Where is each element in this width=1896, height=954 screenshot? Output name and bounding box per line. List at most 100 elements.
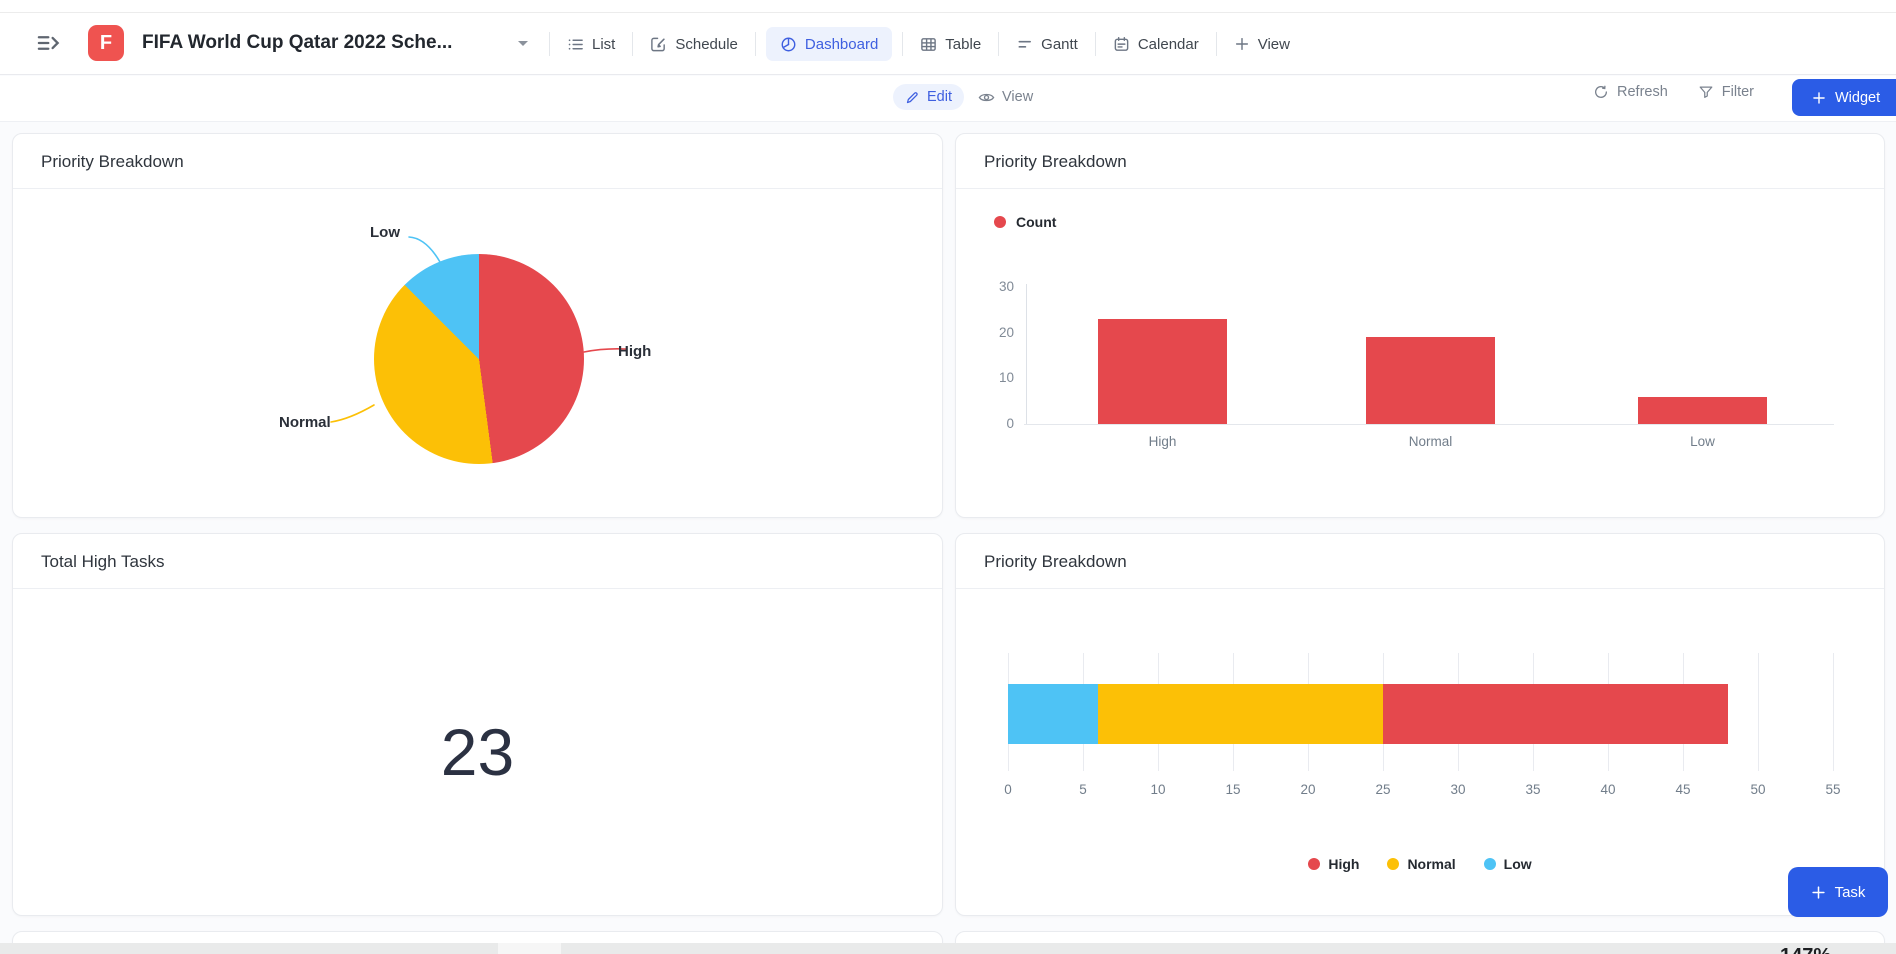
tab-add-view-label: View bbox=[1257, 35, 1290, 53]
stacked-segment-high[interactable] bbox=[1383, 684, 1728, 744]
x-axis-tick-label: 20 bbox=[1300, 782, 1316, 797]
x-axis-line bbox=[1024, 424, 1834, 425]
widget-priority-breakdown-pie: Priority Breakdown Low High Normal bbox=[12, 133, 943, 518]
y-axis-tick-label: 30 bbox=[998, 278, 1014, 294]
legend-dot-high bbox=[1308, 858, 1321, 870]
widget-title: Priority Breakdown bbox=[984, 552, 1127, 571]
legend-low-label: Low bbox=[1503, 856, 1532, 872]
clipped-bottom-text: 147% bbox=[1780, 945, 1831, 954]
y-axis-tick-label: 20 bbox=[998, 324, 1014, 340]
x-axis-tick-label: 50 bbox=[1750, 782, 1766, 797]
plus-icon bbox=[1235, 37, 1248, 51]
pencil-icon bbox=[906, 91, 918, 103]
bar-chart-plot: 30 20 10 0 High Normal Low bbox=[956, 134, 1886, 519]
stacked-segment-low[interactable] bbox=[1008, 684, 1098, 744]
tab-divider bbox=[902, 32, 904, 56]
widget-title: Priority Breakdown bbox=[984, 152, 1127, 171]
x-axis-tick-label: 0 bbox=[1004, 782, 1012, 797]
gridline bbox=[1758, 653, 1759, 771]
add-widget-button-label: Widget bbox=[1835, 89, 1881, 106]
x-axis-tick-label: 15 bbox=[1225, 782, 1241, 797]
legend-item-low[interactable]: Low bbox=[1483, 856, 1532, 872]
refresh-button-label: Refresh bbox=[1617, 84, 1668, 100]
view-button[interactable]: View bbox=[978, 89, 1033, 106]
gridline bbox=[1833, 653, 1834, 771]
tab-schedule-label: Schedule bbox=[675, 35, 738, 53]
tab-schedule[interactable]: Schedule bbox=[633, 27, 755, 61]
sidebar-expand-button[interactable] bbox=[36, 30, 62, 56]
x-axis-tick-label: 30 bbox=[1450, 782, 1466, 797]
tab-gantt[interactable]: Gantt bbox=[999, 27, 1095, 61]
tab-divider bbox=[754, 32, 756, 56]
tab-divider bbox=[549, 32, 550, 56]
stat-value: 23 bbox=[440, 715, 515, 789]
tab-calendar[interactable]: Calendar bbox=[1096, 27, 1216, 61]
legend-dot-count bbox=[994, 216, 1006, 228]
refresh-button[interactable]: Refresh bbox=[1593, 84, 1668, 100]
pie-chart[interactable] bbox=[374, 254, 584, 464]
pie-label-normal: Normal bbox=[279, 414, 331, 431]
bar-normal[interactable] bbox=[1366, 337, 1495, 424]
add-task-button-label: Task bbox=[1834, 883, 1866, 901]
tab-list[interactable]: List bbox=[550, 27, 632, 61]
legend-normal-label: Normal bbox=[1407, 856, 1456, 872]
title-dropdown-caret-icon[interactable] bbox=[518, 41, 528, 46]
stacked-segment-normal[interactable] bbox=[1098, 684, 1383, 744]
widget-total-high-tasks: Total High Tasks 23 bbox=[12, 533, 943, 916]
tab-table-label: Table bbox=[945, 35, 982, 53]
bar-chart-legend: Count bbox=[994, 214, 1056, 230]
y-axis-tick-label: 0 bbox=[1006, 416, 1014, 431]
widget-title-divider bbox=[13, 588, 942, 589]
bar-high[interactable] bbox=[1098, 319, 1227, 424]
bar-low[interactable] bbox=[1638, 397, 1767, 424]
y-axis-line bbox=[1026, 284, 1027, 424]
tab-gantt-label: Gantt bbox=[1041, 35, 1078, 53]
schedule-icon bbox=[651, 37, 666, 51]
tab-list-label: List bbox=[592, 35, 616, 53]
tab-dashboard-label: Dashboard bbox=[804, 35, 879, 53]
pie-label-high: High bbox=[618, 343, 652, 360]
filter-button[interactable]: Filter bbox=[1698, 84, 1754, 100]
gantt-icon bbox=[1018, 40, 1032, 48]
view-tabs: List Schedule Dashboard Table bbox=[549, 13, 1307, 75]
widget-title-divider bbox=[956, 588, 1884, 589]
x-axis-tick-label: 35 bbox=[1525, 782, 1541, 797]
add-widget-button[interactable]: Widget bbox=[1792, 79, 1896, 116]
eye-icon bbox=[978, 93, 995, 101]
tab-dashboard[interactable]: Dashboard bbox=[765, 27, 893, 61]
table-icon bbox=[921, 37, 937, 51]
bottom-edge-strip: 147% bbox=[0, 943, 1896, 954]
legend-high-label: High bbox=[1328, 856, 1360, 872]
view-button-label: View bbox=[1002, 89, 1034, 105]
bottom-strip-highlight bbox=[498, 943, 561, 954]
filter-button-label: Filter bbox=[1721, 84, 1755, 100]
page-title: FIFA World Cup Qatar 2022 Sche... bbox=[142, 32, 453, 53]
refresh-icon bbox=[1595, 85, 1607, 98]
widget-title: Total High Tasks bbox=[41, 552, 165, 571]
widget-title: Priority Breakdown bbox=[41, 152, 184, 171]
tab-calendar-label: Calendar bbox=[1137, 35, 1199, 53]
x-axis-category-label: Low bbox=[1690, 434, 1715, 449]
edit-view-toggle: Edit View bbox=[893, 84, 1033, 110]
calendar-icon bbox=[1114, 36, 1129, 51]
list-icon bbox=[568, 38, 583, 50]
x-axis-tick-label: 55 bbox=[1825, 782, 1841, 797]
tab-divider bbox=[1215, 32, 1217, 56]
add-task-button[interactable]: Task bbox=[1788, 867, 1888, 917]
tab-add-view[interactable]: View bbox=[1217, 27, 1307, 61]
stacked-chart-legend: High Normal Low bbox=[956, 856, 1884, 872]
dashboard-icon bbox=[781, 37, 796, 51]
widget-title-divider bbox=[956, 188, 1884, 189]
tab-table[interactable]: Table bbox=[903, 27, 998, 61]
legend-item-normal[interactable]: Normal bbox=[1387, 856, 1456, 872]
legend-dot-low bbox=[1483, 858, 1496, 870]
x-axis-category-label: High bbox=[1148, 434, 1177, 449]
legend-item-high[interactable]: High bbox=[1308, 856, 1359, 872]
tab-divider bbox=[998, 32, 1000, 56]
widget-title-divider bbox=[13, 188, 942, 189]
workspace-logo[interactable]: F bbox=[88, 25, 124, 61]
x-axis-tick-label: 45 bbox=[1675, 782, 1691, 797]
edit-button[interactable]: Edit bbox=[893, 84, 964, 110]
tab-divider bbox=[632, 32, 634, 56]
